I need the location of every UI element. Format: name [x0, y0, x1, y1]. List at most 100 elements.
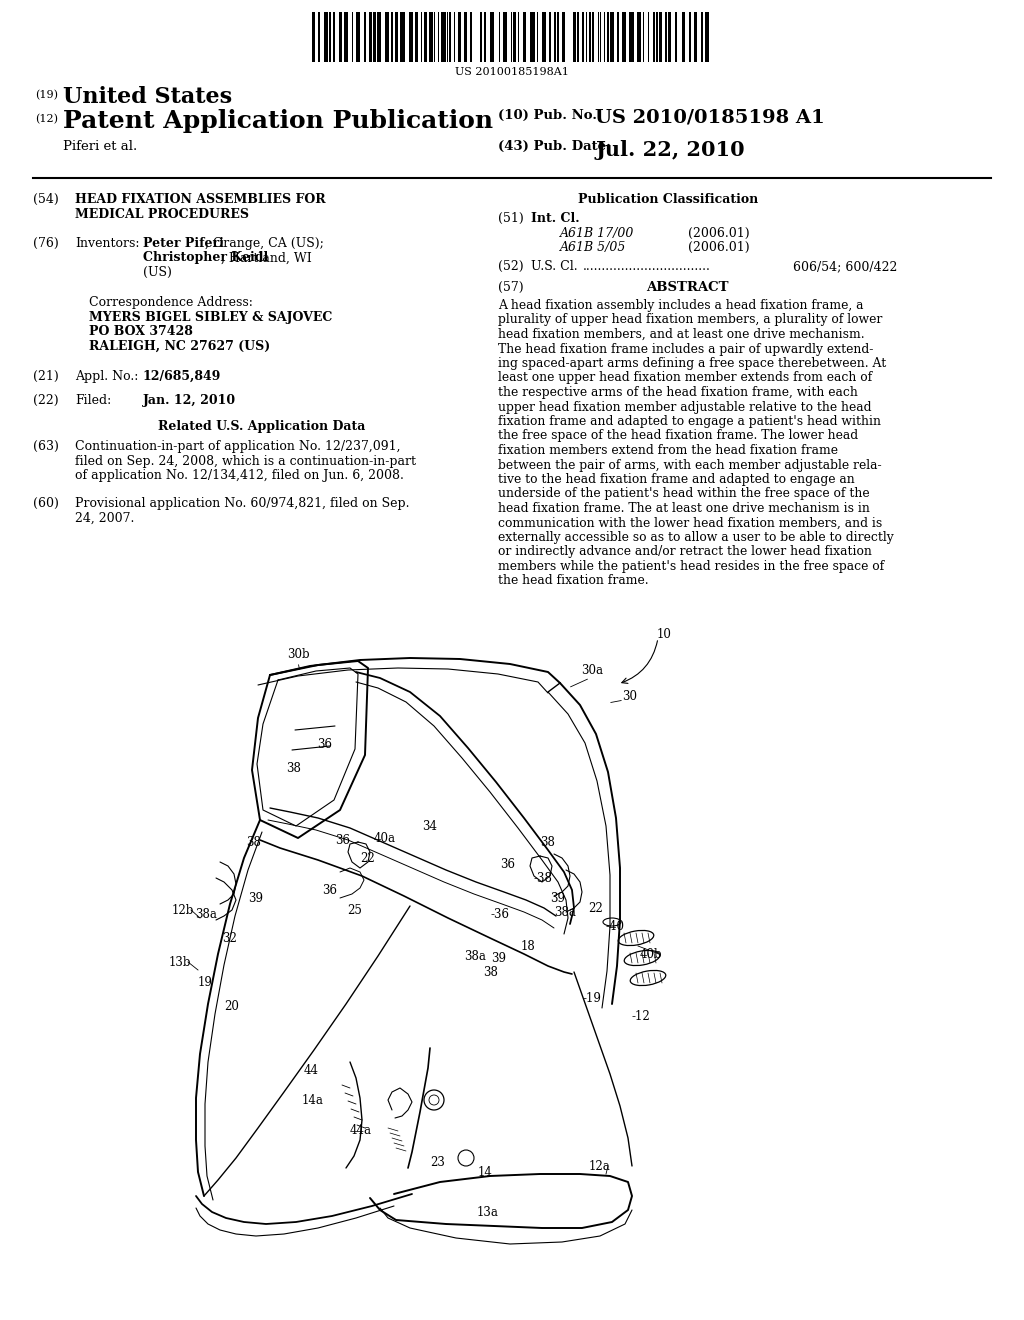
Bar: [351, 12, 353, 62]
Text: filed on Sep. 24, 2008, which is a continuation-in-part: filed on Sep. 24, 2008, which is a conti…: [75, 454, 416, 467]
Text: (10) Pub. No.:: (10) Pub. No.:: [498, 110, 602, 121]
Bar: [415, 12, 418, 62]
Text: Piferi et al.: Piferi et al.: [63, 140, 137, 153]
Bar: [637, 12, 641, 62]
Bar: [424, 12, 427, 62]
Text: Related U.S. Application Data: Related U.S. Application Data: [158, 420, 366, 433]
Text: 20: 20: [224, 999, 240, 1012]
Text: , Hartland, WI: , Hartland, WI: [221, 252, 311, 264]
Text: 34: 34: [423, 821, 437, 833]
Bar: [656, 12, 657, 62]
Text: 12a: 12a: [589, 1159, 611, 1172]
Bar: [598, 12, 599, 62]
Bar: [659, 12, 662, 62]
Text: fixation members extend from the head fixation frame: fixation members extend from the head fi…: [498, 444, 838, 457]
Bar: [470, 12, 472, 62]
Bar: [523, 12, 526, 62]
Bar: [629, 12, 631, 62]
Bar: [682, 12, 685, 62]
Bar: [377, 12, 381, 62]
Text: Jul. 22, 2010: Jul. 22, 2010: [595, 140, 744, 160]
Text: communication with the lower head fixation members, and is: communication with the lower head fixati…: [498, 516, 883, 529]
Text: underside of the patient's head within the free space of the: underside of the patient's head within t…: [498, 487, 869, 500]
Bar: [333, 12, 335, 62]
Text: MEDICAL PROCEDURES: MEDICAL PROCEDURES: [75, 207, 249, 220]
Bar: [689, 12, 691, 62]
Text: (2006.01): (2006.01): [688, 242, 750, 253]
Text: 39: 39: [551, 892, 565, 906]
Bar: [369, 12, 372, 62]
Bar: [543, 12, 546, 62]
Text: plurality of upper head fixation members, a plurality of lower: plurality of upper head fixation members…: [498, 314, 883, 326]
Bar: [454, 12, 456, 62]
Text: 30a: 30a: [581, 664, 603, 677]
Bar: [700, 12, 702, 62]
Bar: [653, 12, 655, 62]
Text: (57): (57): [498, 281, 523, 294]
Text: (76): (76): [33, 238, 58, 249]
Text: (63): (63): [33, 440, 58, 453]
Bar: [499, 12, 500, 62]
Text: (54): (54): [33, 193, 58, 206]
Text: 38a: 38a: [464, 950, 486, 964]
Text: 38: 38: [247, 836, 261, 849]
Bar: [329, 12, 331, 62]
Text: 38a: 38a: [195, 908, 217, 921]
Text: MYERS BIGEL SIBLEY & SAJOVEC: MYERS BIGEL SIBLEY & SAJOVEC: [89, 310, 333, 323]
Text: .................................: .................................: [583, 260, 711, 273]
Bar: [669, 12, 671, 62]
Text: 36: 36: [317, 738, 333, 751]
Text: the head fixation frame.: the head fixation frame.: [498, 574, 648, 587]
Bar: [447, 12, 449, 62]
Bar: [312, 12, 314, 62]
Text: Filed:: Filed:: [75, 393, 112, 407]
Text: 38: 38: [287, 762, 301, 775]
Text: tive to the head fixation frame and adapted to engage an: tive to the head fixation frame and adap…: [498, 473, 855, 486]
Text: 25: 25: [347, 904, 362, 917]
Text: The head fixation frame includes a pair of upwardly extend-: The head fixation frame includes a pair …: [498, 342, 873, 355]
Bar: [513, 12, 516, 62]
Text: Jan. 12, 2010: Jan. 12, 2010: [143, 393, 237, 407]
Bar: [503, 12, 507, 62]
Bar: [490, 12, 495, 62]
Text: externally accessible so as to allow a user to be able to directly: externally accessible so as to allow a u…: [498, 531, 894, 544]
Text: 39: 39: [249, 892, 263, 906]
Text: fixation frame and adapted to engage a patient's head within: fixation frame and adapted to engage a p…: [498, 414, 881, 428]
Text: -40: -40: [605, 920, 625, 932]
Text: A61B 5/05: A61B 5/05: [560, 242, 627, 253]
Text: (2006.01): (2006.01): [688, 227, 750, 239]
Text: , Orange, CA (US);: , Orange, CA (US);: [205, 238, 324, 249]
Bar: [582, 12, 584, 62]
Text: upper head fixation member adjustable relative to the head: upper head fixation member adjustable re…: [498, 400, 871, 413]
Text: 40b: 40b: [640, 948, 663, 961]
Text: US 20100185198A1: US 20100185198A1: [455, 67, 569, 77]
Text: -36: -36: [490, 908, 510, 921]
Bar: [365, 12, 366, 62]
Text: A61B 17/00: A61B 17/00: [560, 227, 635, 239]
Text: RALEIGH, NC 27627 (US): RALEIGH, NC 27627 (US): [89, 339, 270, 352]
Bar: [572, 12, 577, 62]
Bar: [355, 12, 360, 62]
Bar: [344, 12, 348, 62]
Text: (US): (US): [143, 267, 172, 279]
Bar: [373, 12, 376, 62]
Text: 13b: 13b: [169, 956, 191, 969]
Text: Continuation-in-part of application No. 12/237,091,: Continuation-in-part of application No. …: [75, 440, 400, 453]
Text: 36: 36: [323, 883, 338, 896]
Text: Publication Classification: Publication Classification: [578, 193, 758, 206]
Text: U.S. Cl.: U.S. Cl.: [531, 260, 578, 273]
Bar: [394, 12, 397, 62]
Bar: [609, 12, 613, 62]
Bar: [607, 12, 609, 62]
Text: 30b: 30b: [287, 648, 309, 661]
Text: (52): (52): [498, 260, 523, 273]
Text: (43) Pub. Date:: (43) Pub. Date:: [498, 140, 611, 153]
Text: Correspondence Address:: Correspondence Address:: [89, 296, 253, 309]
Text: (19): (19): [35, 90, 58, 100]
Bar: [464, 12, 467, 62]
Text: 38: 38: [541, 836, 555, 849]
Bar: [318, 12, 321, 62]
Bar: [589, 12, 591, 62]
Bar: [705, 12, 710, 62]
Bar: [556, 12, 559, 62]
